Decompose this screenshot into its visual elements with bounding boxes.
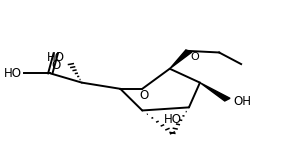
Polygon shape (200, 83, 230, 101)
Text: O: O (190, 52, 199, 62)
Text: HO: HO (47, 51, 65, 64)
Text: HO: HO (3, 67, 22, 80)
Text: HO: HO (164, 113, 181, 126)
Text: O: O (139, 89, 148, 102)
Text: OH: OH (233, 95, 251, 108)
Polygon shape (170, 50, 192, 69)
Text: O: O (51, 59, 60, 72)
